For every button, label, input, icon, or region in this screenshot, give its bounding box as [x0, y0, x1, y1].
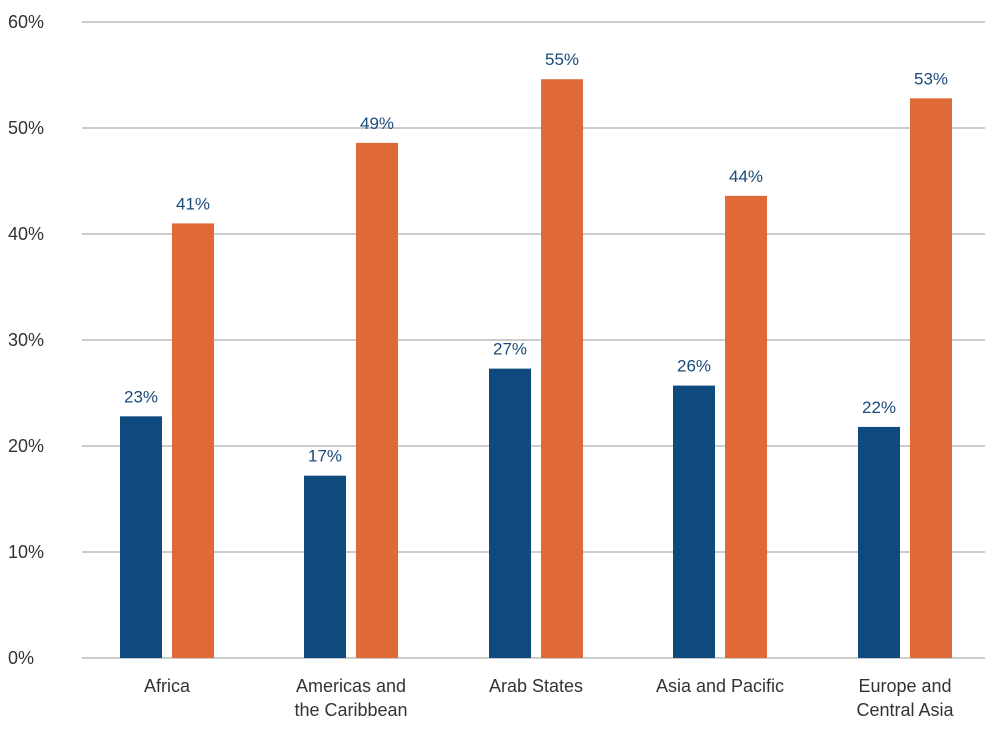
bar-series2-cat2: [356, 142, 398, 659]
gridlines: [82, 21, 985, 659]
bar-series1-cat2: [304, 475, 346, 658]
bar-series1-cat5: [858, 426, 900, 658]
bar-series1-cat1: [120, 416, 162, 658]
data-label-series2-cat5: 53%: [914, 69, 948, 88]
category-label-3: Arab States: [489, 676, 583, 696]
data-labels: 23% 17% 27% 26% 22% 41% 49% 55% 44% 53%: [124, 50, 948, 465]
y-tick-label-20: 20%: [8, 436, 44, 456]
category-label-5: Europe and Central Asia: [856, 676, 954, 720]
bar-series2-cat4: [725, 195, 767, 658]
y-tick-label-30: 30%: [8, 330, 44, 350]
bar-series2-cat1: [172, 223, 214, 658]
data-label-series1-cat2: 17%: [308, 447, 342, 466]
category-label-1: Africa: [144, 676, 191, 696]
bars: [120, 79, 952, 659]
y-axis-ticks: 0% 10% 20% 30% 40% 50% 60%: [8, 12, 44, 668]
data-label-series1-cat4: 26%: [677, 357, 711, 376]
category-label-2: Americas and the Caribbean: [294, 676, 407, 720]
data-label-series1-cat3: 27%: [493, 340, 527, 359]
y-tick-label-50: 50%: [8, 118, 44, 138]
bar-series1-cat4: [673, 385, 715, 658]
x-axis-categories: Africa Americas and the Caribbean Arab Stat…: [144, 676, 955, 720]
data-label-series1-cat5: 22%: [862, 398, 896, 417]
data-label-series1-cat1: 23%: [124, 387, 158, 406]
y-tick-label-0: 0%: [8, 648, 34, 668]
bar-series1-cat3: [489, 368, 531, 658]
data-label-series2-cat3: 55%: [545, 50, 579, 69]
category-label-4: Asia and Pacific: [656, 676, 784, 696]
y-tick-label-40: 40%: [8, 224, 44, 244]
data-label-series2-cat4: 44%: [729, 167, 763, 186]
data-label-series2-cat2: 49%: [360, 114, 394, 133]
bar-series2-cat3: [541, 79, 583, 659]
y-tick-label-60: 60%: [8, 12, 44, 32]
y-tick-label-10: 10%: [8, 542, 44, 562]
data-label-series2-cat1: 41%: [176, 194, 210, 213]
bar-series2-cat5: [910, 98, 952, 658]
